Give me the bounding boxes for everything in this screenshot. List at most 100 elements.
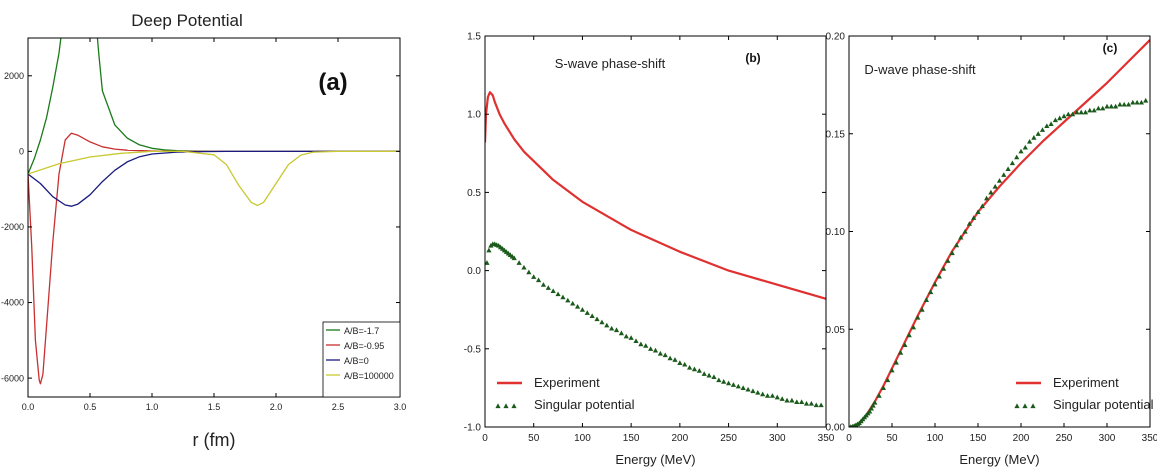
legend-marker bbox=[1022, 403, 1028, 409]
data-point bbox=[687, 364, 693, 370]
data-point bbox=[1052, 117, 1058, 123]
data-point bbox=[550, 288, 556, 294]
data-point bbox=[902, 342, 908, 347]
data-point bbox=[898, 350, 904, 355]
x-tick-label: 1.0 bbox=[146, 402, 159, 412]
legend: Experiment Singular potential bbox=[1014, 375, 1154, 412]
data-point bbox=[1061, 113, 1067, 119]
data-point bbox=[1108, 103, 1114, 109]
data-point bbox=[906, 332, 912, 338]
legend-item: Singular potential bbox=[1014, 397, 1154, 412]
legend-marker bbox=[511, 403, 517, 409]
data-point bbox=[868, 405, 874, 411]
data-point bbox=[1130, 99, 1136, 105]
data-point bbox=[818, 402, 824, 408]
data-point bbox=[560, 294, 566, 300]
panel-b: S-wave phase-shift (b) 0 50 100 150 200 250 300 3… bbox=[464, 32, 835, 468]
y-tick-label: 0.0 bbox=[467, 266, 481, 277]
data-point bbox=[966, 221, 972, 226]
legend-item: A/B=0 bbox=[326, 356, 369, 366]
data-point bbox=[1125, 101, 1132, 107]
x-tick-label: 250 bbox=[720, 433, 737, 444]
x-tick-label: 250 bbox=[1056, 433, 1073, 444]
series-line bbox=[485, 91, 826, 300]
legend-label: A/B=0 bbox=[344, 356, 369, 366]
data-point bbox=[540, 282, 547, 287]
data-point bbox=[958, 234, 964, 240]
data-point bbox=[1065, 111, 1071, 117]
legend-marker bbox=[503, 403, 509, 409]
data-point bbox=[691, 366, 698, 372]
data-point bbox=[760, 391, 766, 397]
x-tick-label: 150 bbox=[970, 433, 987, 444]
legend-label: Experiment bbox=[1053, 375, 1119, 390]
data-point bbox=[652, 347, 659, 353]
data-point bbox=[701, 371, 707, 376]
y-tick-label: 1.5 bbox=[467, 32, 481, 43]
data-point bbox=[1018, 148, 1024, 154]
x-tick-label: 0.0 bbox=[22, 402, 35, 412]
data-point bbox=[1138, 99, 1144, 105]
data-point bbox=[941, 266, 947, 271]
data-point bbox=[667, 355, 673, 361]
data-point bbox=[910, 324, 917, 330]
panel-label: (b) bbox=[745, 51, 760, 65]
data-point bbox=[730, 382, 737, 387]
y-tick-label: 0.00 bbox=[826, 423, 846, 434]
x-tick-label: 0.5 bbox=[84, 402, 97, 412]
data-point bbox=[609, 325, 615, 331]
x-tick-label: 100 bbox=[927, 433, 944, 444]
data-point bbox=[662, 352, 668, 358]
data-point bbox=[1027, 138, 1033, 144]
data-point bbox=[769, 393, 776, 398]
y-tick-label: -6000 bbox=[1, 373, 24, 383]
y-tick-label: 2000 bbox=[4, 71, 24, 81]
data-point bbox=[755, 389, 761, 395]
data-point bbox=[1134, 99, 1140, 105]
data-point bbox=[949, 250, 955, 256]
x-tick-label: 50 bbox=[886, 433, 898, 444]
data-point bbox=[971, 215, 977, 220]
legend-label: Singular potential bbox=[534, 397, 635, 412]
data-point bbox=[799, 399, 805, 405]
y-tick-label: 0.15 bbox=[826, 129, 846, 140]
data-point bbox=[677, 360, 683, 365]
series-line bbox=[28, 150, 400, 207]
series-line bbox=[849, 39, 1150, 427]
x-axis-label: Energy (MeV) bbox=[959, 452, 1039, 467]
x-tick-label: 200 bbox=[1013, 433, 1030, 444]
data-point bbox=[711, 374, 717, 380]
x-tick-label: 2.0 bbox=[270, 402, 283, 412]
x-tick-label: 50 bbox=[528, 433, 540, 444]
x-tick-label: 300 bbox=[769, 433, 786, 444]
data-point bbox=[870, 402, 876, 408]
data-point bbox=[1095, 105, 1101, 111]
x-tick-label: 0 bbox=[846, 433, 852, 444]
data-point bbox=[872, 399, 878, 405]
data-point bbox=[613, 327, 620, 333]
data-point bbox=[638, 341, 644, 347]
legend-label: A/B=100000 bbox=[344, 371, 394, 381]
data-point bbox=[979, 203, 985, 209]
data-point bbox=[633, 338, 639, 344]
data-point bbox=[794, 399, 800, 405]
data-point bbox=[545, 285, 551, 290]
data-point bbox=[784, 397, 790, 403]
panel-a: Deep Potential (a) 0.0 0.5 1.0 1.5 2.0 2.5 3.0 20… bbox=[1, 11, 406, 450]
data-point bbox=[682, 361, 688, 367]
data-point bbox=[604, 322, 610, 328]
data-point bbox=[511, 255, 517, 261]
data-point bbox=[1087, 107, 1093, 113]
data-point bbox=[735, 383, 741, 389]
legend-item: Experiment bbox=[1016, 375, 1119, 390]
data-point bbox=[618, 330, 624, 336]
data-point bbox=[745, 386, 751, 392]
data-point bbox=[893, 359, 899, 365]
data-point bbox=[516, 260, 522, 265]
data-point bbox=[779, 396, 785, 401]
chart-title: S-wave phase-shift bbox=[555, 56, 666, 71]
data-point bbox=[526, 269, 532, 275]
data-point bbox=[984, 195, 990, 201]
legend-marker bbox=[1030, 403, 1036, 409]
